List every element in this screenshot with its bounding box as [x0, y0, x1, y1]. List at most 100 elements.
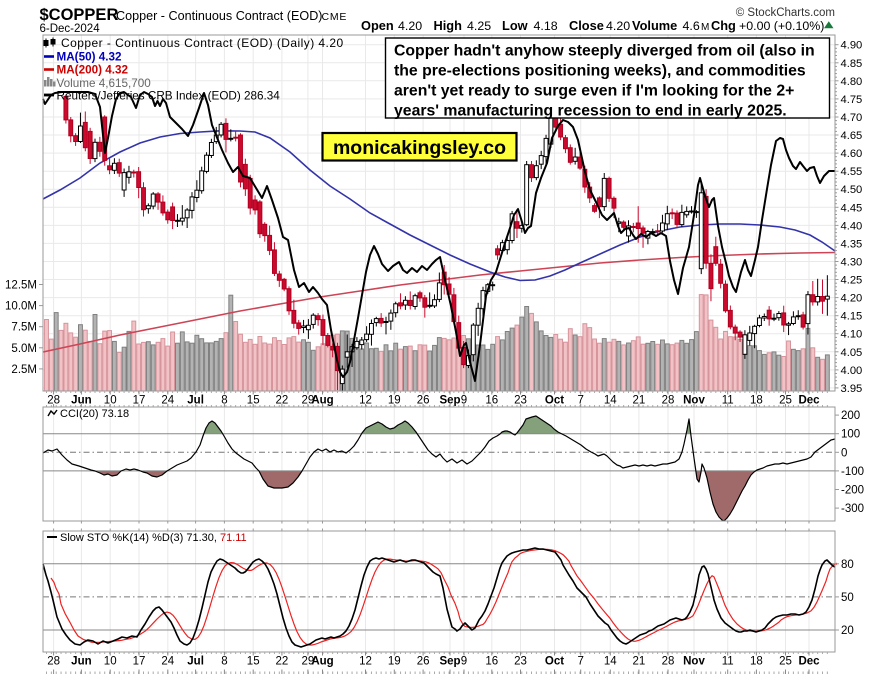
- svg-text:© StockCharts.com: © StockCharts.com: [736, 7, 835, 19]
- svg-text:4.30: 4.30: [841, 257, 863, 269]
- svg-text:Oct: Oct: [545, 395, 564, 407]
- svg-text:9: 9: [461, 656, 467, 668]
- svg-text:26: 26: [417, 395, 430, 407]
- svg-text:17: 17: [133, 395, 146, 407]
- svg-text:-200: -200: [841, 485, 864, 497]
- svg-text:4.50: 4.50: [841, 184, 863, 196]
- svg-text:26: 26: [417, 656, 430, 668]
- svg-text:14: 14: [604, 656, 617, 668]
- svg-text:4.90: 4.90: [841, 40, 863, 52]
- svg-text:10: 10: [104, 656, 117, 668]
- svg-text:24: 24: [161, 395, 174, 407]
- svg-text:22: 22: [276, 656, 289, 668]
- svg-text:MA(200) 4.32: MA(200) 4.32: [57, 64, 129, 77]
- svg-text:19: 19: [388, 656, 401, 668]
- svg-text:years' manufacturing recession: years' manufacturing recession to end in…: [394, 103, 787, 120]
- svg-text:4.45: 4.45: [841, 202, 863, 214]
- svg-text:Nov: Nov: [683, 395, 705, 407]
- svg-text:28: 28: [47, 395, 60, 407]
- svg-text:50: 50: [841, 592, 854, 604]
- svg-text:-300: -300: [841, 503, 864, 515]
- svg-text:29: 29: [302, 656, 315, 668]
- svg-text:CCI(20) 73.18: CCI(20) 73.18: [60, 408, 129, 420]
- svg-text:9: 9: [461, 395, 467, 407]
- svg-text:7: 7: [577, 656, 583, 668]
- svg-text:Jun: Jun: [71, 656, 91, 668]
- svg-text:12.5M: 12.5M: [5, 280, 37, 292]
- svg-text:4.05: 4.05: [841, 347, 863, 359]
- svg-text:Oct: Oct: [545, 656, 564, 668]
- svg-text:15: 15: [247, 395, 260, 407]
- svg-text:Jul: Jul: [187, 656, 204, 668]
- svg-text:4.15: 4.15: [841, 311, 863, 323]
- svg-text:100: 100: [841, 429, 860, 441]
- svg-text:4.65: 4.65: [841, 130, 863, 142]
- svg-text:16: 16: [485, 395, 498, 407]
- svg-text:23: 23: [514, 656, 527, 668]
- svg-text:Nov: Nov: [683, 656, 705, 668]
- svg-text:4.80: 4.80: [841, 76, 863, 88]
- svg-text:8: 8: [221, 395, 227, 407]
- svg-text:Sep: Sep: [439, 656, 460, 668]
- svg-text:4.85: 4.85: [841, 58, 863, 70]
- svg-text:4.20: 4.20: [841, 293, 863, 305]
- svg-text:18: 18: [750, 395, 763, 407]
- svg-text:the pre-elections positioning: the pre-elections positioning weeks), an…: [394, 63, 806, 80]
- svg-text:MA(50) 4.32: MA(50) 4.32: [57, 51, 122, 64]
- svg-text:14: 14: [604, 395, 617, 407]
- svg-text:Jul: Jul: [187, 395, 204, 407]
- svg-text:11: 11: [722, 395, 734, 407]
- svg-text:Slow STO %K(14) %D(3) 71.30, 7: Slow STO %K(14) %D(3) 71.30, 71.11: [60, 532, 247, 544]
- svg-text:28: 28: [662, 395, 675, 407]
- svg-text:4.10: 4.10: [841, 329, 863, 341]
- svg-text:19: 19: [388, 395, 401, 407]
- svg-text:10.0M: 10.0M: [5, 301, 37, 313]
- svg-text:Dec: Dec: [798, 395, 820, 407]
- svg-text:12: 12: [359, 395, 372, 407]
- svg-text:17: 17: [133, 656, 146, 668]
- svg-text:$COPPERCopper - Continuous Con: $COPPERCopper - Continuous Contract (EOD…: [40, 6, 348, 24]
- svg-text:4.55: 4.55: [841, 166, 863, 178]
- svg-text:18: 18: [750, 656, 763, 668]
- svg-text:28: 28: [47, 656, 60, 668]
- svg-text:8: 8: [221, 656, 227, 668]
- svg-text:22: 22: [276, 395, 289, 407]
- svg-text:5.0M: 5.0M: [11, 343, 37, 355]
- svg-text:12: 12: [359, 656, 372, 668]
- svg-text:Copper hadn't anyhow steeply d: Copper hadn't anyhow steeply diverged fr…: [394, 43, 815, 60]
- svg-text:Copper - Continuous Contract (: Copper - Continuous Contract (EOD) (Dail…: [61, 36, 344, 50]
- svg-text:4.25: 4.25: [841, 275, 863, 287]
- svg-text:Aug: Aug: [311, 395, 333, 407]
- svg-text:Volume 4,615,700: Volume 4,615,700: [57, 77, 152, 90]
- svg-text:Sep: Sep: [439, 395, 460, 407]
- svg-text:25: 25: [779, 656, 792, 668]
- svg-text:3.95: 3.95: [841, 383, 863, 395]
- svg-text:monicakingsley.co: monicakingsley.co: [333, 137, 506, 159]
- svg-text:aren't yet ready to surge even: aren't yet ready to surge even if I'm lo…: [394, 83, 794, 100]
- svg-text:7: 7: [577, 395, 583, 407]
- svg-text:15: 15: [247, 656, 260, 668]
- svg-text:4.35: 4.35: [841, 238, 863, 250]
- svg-text:29: 29: [302, 395, 315, 407]
- svg-text:20: 20: [841, 625, 854, 637]
- svg-text:21: 21: [633, 656, 646, 668]
- svg-text:80: 80: [841, 559, 854, 571]
- svg-text:4.60: 4.60: [841, 148, 863, 160]
- svg-text:200: 200: [841, 410, 860, 422]
- svg-text:4.00: 4.00: [841, 365, 863, 377]
- svg-text:6-Dec-2024: 6-Dec-2024: [40, 23, 101, 35]
- svg-text:28: 28: [662, 656, 675, 668]
- svg-text:Reuters/Jefferies CRB Index (E: Reuters/Jefferies CRB Index (EOD) 286.34: [57, 90, 281, 103]
- svg-text:23: 23: [514, 395, 527, 407]
- svg-text:Dec: Dec: [798, 656, 820, 668]
- svg-text:4.40: 4.40: [841, 220, 863, 232]
- svg-text:7.5M: 7.5M: [11, 322, 37, 334]
- svg-text:Jun: Jun: [71, 395, 91, 407]
- svg-text:11: 11: [722, 656, 734, 668]
- svg-text:0: 0: [841, 447, 847, 459]
- svg-text:2.5M: 2.5M: [11, 364, 37, 376]
- svg-text:Aug: Aug: [311, 656, 333, 668]
- svg-text:16: 16: [485, 656, 498, 668]
- svg-text:21: 21: [633, 395, 646, 407]
